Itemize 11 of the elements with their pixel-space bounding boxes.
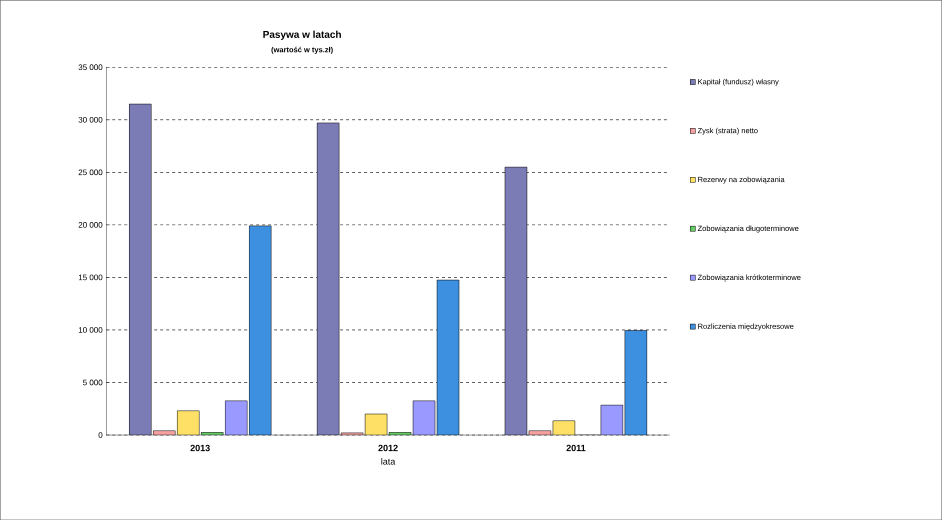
x-tick-label: 2013 [190, 444, 210, 452]
bar [413, 400, 436, 435]
bar [225, 400, 248, 435]
x-axis-title: lata [381, 458, 396, 465]
bar [600, 404, 624, 435]
x-tick-label: 2012 [378, 444, 398, 452]
bar [624, 330, 648, 435]
bar [437, 280, 460, 435]
bar [249, 226, 272, 435]
x-tick-label: 2011 [566, 444, 586, 452]
chart-title: Pasywa w latach [263, 30, 341, 40]
